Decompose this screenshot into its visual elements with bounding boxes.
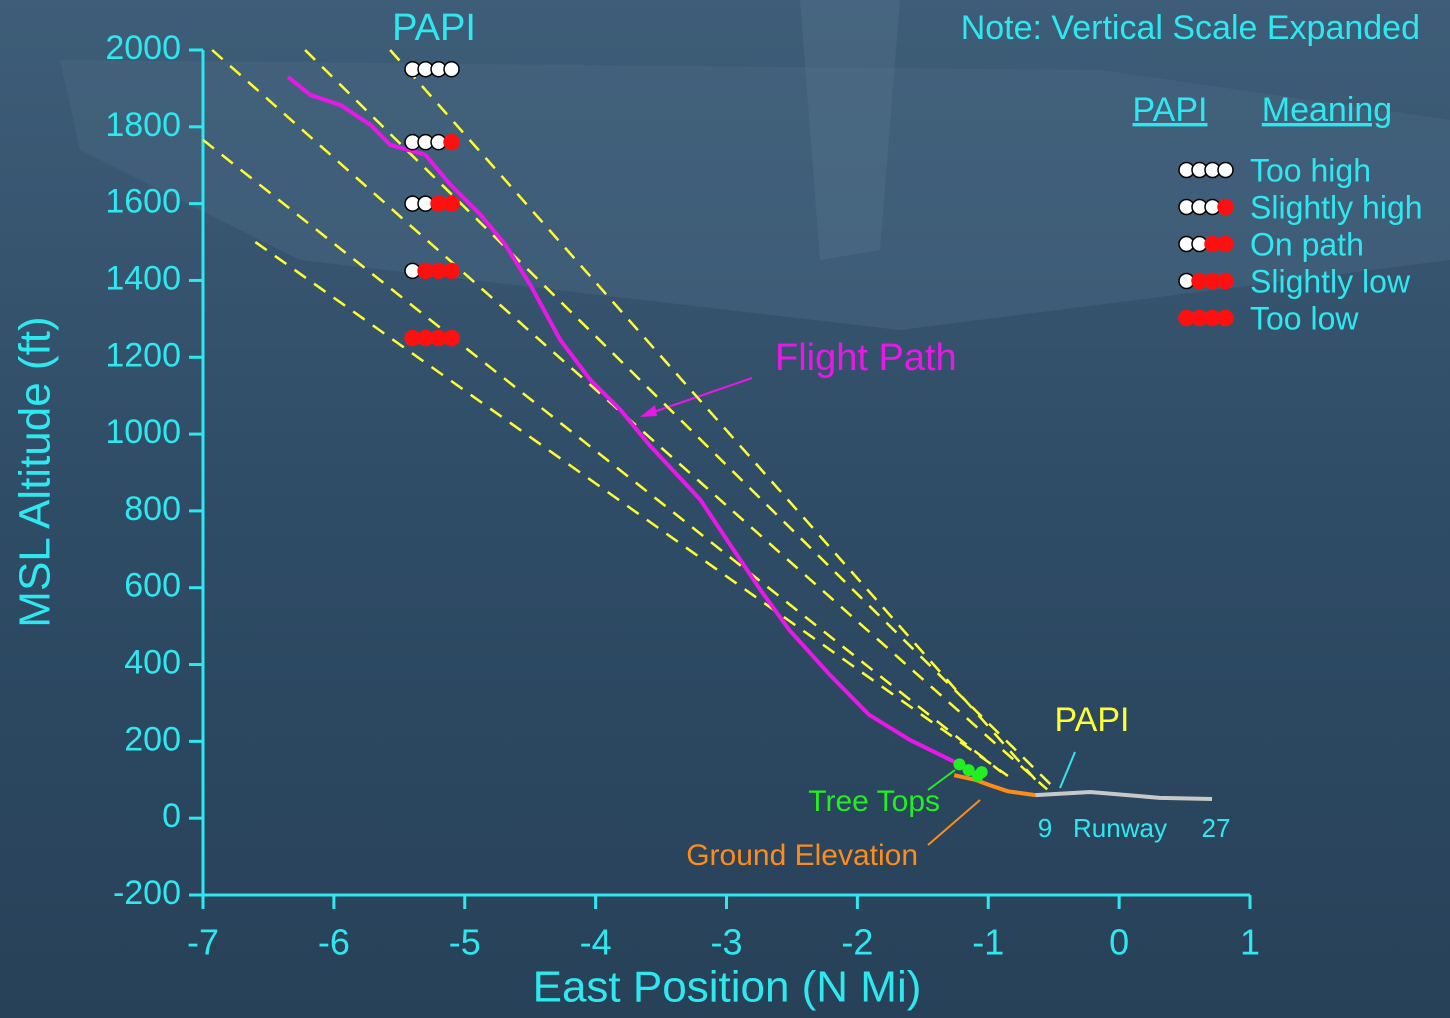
x-tick-label: -5 bbox=[449, 922, 481, 963]
glide-line bbox=[202, 138, 1003, 774]
annotation-arrow bbox=[644, 377, 753, 416]
y-tick-label: 1200 bbox=[105, 336, 181, 374]
papi-light bbox=[1217, 235, 1234, 253]
annotation-arrow bbox=[927, 799, 981, 846]
runway-label: 27 bbox=[1202, 813, 1231, 843]
series-line bbox=[953, 773, 1036, 798]
papi-light bbox=[1217, 198, 1234, 216]
annotation: Tree Tops bbox=[808, 785, 940, 818]
x-axis-title: East Position (N Mi) bbox=[533, 963, 922, 1012]
annotation: PAPI bbox=[1055, 701, 1130, 739]
legend-symbol bbox=[1178, 161, 1234, 179]
annotation-arrow bbox=[1059, 751, 1076, 789]
note: Note: Vertical Scale Expanded bbox=[961, 9, 1420, 47]
arrow-head bbox=[640, 405, 657, 417]
y-tick-label: 2000 bbox=[105, 29, 181, 67]
legend-symbol bbox=[1178, 272, 1234, 290]
x-tick-label: -7 bbox=[187, 922, 219, 963]
runway-label: Runway bbox=[1073, 813, 1167, 843]
glide-line bbox=[304, 49, 1055, 789]
chart-title: PAPI bbox=[392, 7, 476, 49]
annotation: Flight Path bbox=[775, 337, 957, 379]
glide-line bbox=[389, 49, 1042, 787]
papi-indicator bbox=[404, 195, 460, 212]
x-tick-label: 1 bbox=[1240, 922, 1260, 963]
tree-top bbox=[953, 758, 966, 771]
tree-top bbox=[975, 766, 988, 779]
y-tick-label: 400 bbox=[124, 644, 181, 682]
legend-label: On path bbox=[1250, 226, 1364, 262]
papi-light bbox=[443, 60, 460, 78]
papi-light bbox=[1217, 161, 1234, 179]
y-axis-title: MSL Altitude (ft) bbox=[11, 316, 60, 627]
glide-line bbox=[254, 241, 1009, 777]
legend-symbol bbox=[1178, 309, 1234, 327]
x-tick-label: -1 bbox=[972, 922, 1004, 963]
annotation-arrow bbox=[927, 769, 956, 791]
aircraft-silhouette bbox=[60, 60, 1450, 330]
papi-light bbox=[1217, 272, 1234, 290]
y-tick-label: 1400 bbox=[105, 259, 181, 297]
y-tick-label: 1800 bbox=[105, 106, 181, 144]
papi-light bbox=[443, 262, 460, 280]
y-tick-label: 800 bbox=[124, 490, 181, 528]
legend-label: Too high bbox=[1250, 152, 1371, 188]
legend-label: Slightly high bbox=[1250, 189, 1423, 225]
papi-light bbox=[443, 195, 460, 212]
tree-top bbox=[962, 764, 975, 777]
x-tick-label: -6 bbox=[318, 922, 350, 963]
papi-indicator bbox=[404, 60, 460, 78]
papi-light bbox=[1217, 309, 1234, 327]
y-tick-label: 0 bbox=[162, 797, 181, 835]
series-line bbox=[286, 75, 971, 772]
y-tick-label: 1600 bbox=[105, 183, 181, 221]
series-line bbox=[1035, 790, 1213, 801]
y-tick-label: 200 bbox=[124, 720, 181, 758]
papi-light bbox=[443, 133, 460, 151]
x-tick-label: 0 bbox=[1109, 922, 1129, 963]
papi-indicator bbox=[404, 329, 460, 347]
legend-symbol bbox=[1178, 198, 1234, 216]
y-tick-label: -200 bbox=[113, 874, 181, 912]
annotation: Ground Elevation bbox=[686, 839, 918, 872]
legend-label: Too low bbox=[1250, 300, 1359, 336]
papi-indicator bbox=[404, 133, 460, 151]
legend-label: Slightly low bbox=[1250, 263, 1411, 299]
y-tick-label: 600 bbox=[124, 567, 181, 605]
aircraft-tail bbox=[800, 0, 900, 260]
legend-header: Meaning bbox=[1262, 91, 1392, 129]
x-tick-label: -2 bbox=[841, 922, 873, 963]
papi-indicator bbox=[404, 262, 460, 280]
legend-symbol bbox=[1178, 235, 1234, 253]
runway-label: 9 bbox=[1038, 813, 1052, 843]
x-tick-label: -3 bbox=[710, 922, 742, 963]
x-tick-label: -4 bbox=[580, 922, 612, 963]
papi-light bbox=[443, 329, 460, 347]
y-tick-label: 1000 bbox=[105, 413, 181, 451]
legend-header: PAPI bbox=[1133, 91, 1208, 129]
